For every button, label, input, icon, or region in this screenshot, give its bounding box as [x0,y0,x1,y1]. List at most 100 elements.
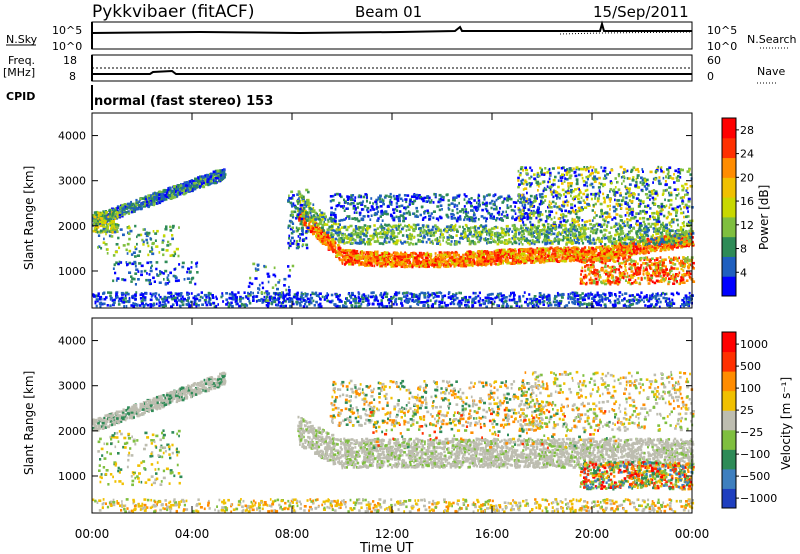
power-cell [630,240,633,243]
power-cell [137,200,141,204]
power-cell [427,294,430,298]
power-cell [188,184,191,188]
power-cell [97,245,101,248]
power-cell [130,275,133,278]
power-cell [461,298,464,302]
power-cell [400,258,403,262]
power-cell [625,304,628,308]
power-cell [190,266,193,269]
power-cell [167,240,170,244]
power-cell [366,259,368,262]
power-cell [558,304,561,307]
power-cell [277,301,281,304]
power-cell [591,227,594,230]
power-cell [114,212,118,216]
power-cell [325,296,328,300]
power-cell [305,222,308,226]
power-cell [586,305,588,308]
power-cell [663,243,667,247]
power-cell [348,262,352,266]
power-cell [113,263,116,266]
power-cell [561,259,564,263]
power-cell [283,295,287,298]
power-cell [202,181,205,185]
power-cell [166,190,169,194]
power-cell [120,210,124,214]
power-cell [331,247,334,251]
power-cell [617,301,620,305]
power-cell [431,264,434,267]
power-cell [635,302,639,305]
power-cell [276,304,279,307]
power-cell [327,243,330,247]
power-cell [583,246,587,249]
power-cell [550,255,553,258]
power-cell [121,203,125,207]
power-cell [642,245,644,248]
power-cell [190,278,193,281]
power-cell [493,262,496,265]
power-cell [433,264,435,268]
power-cell [541,254,544,258]
power-cell [663,237,666,241]
power-cell [604,243,607,246]
power-cell [238,304,242,308]
power-cell [547,296,551,300]
power-cell [321,241,325,245]
power-cell [129,229,133,233]
power-cell [538,292,542,295]
power-cell [150,295,153,298]
power-cell [687,297,690,300]
power-cell [556,291,559,295]
power-cell [404,251,406,255]
nsearch-tick-high: 10^5 [707,24,737,37]
power-cell [373,295,376,299]
power-cell [365,294,367,298]
power-cell [340,258,343,262]
power-cell [489,258,492,261]
power-cell [495,259,499,263]
power-cell [385,256,389,260]
power-cell [466,251,469,255]
power-cell [437,295,440,298]
power-cell [375,256,379,259]
power-cell [601,296,604,299]
power-cell [542,232,546,235]
power-cell [439,256,443,260]
power-cell [215,304,218,308]
power-cell [659,294,663,297]
power-cell [98,212,101,215]
power-cell [186,182,190,185]
power-cell [668,247,671,251]
power-cell [163,295,167,299]
power-cell [283,299,286,302]
power-cell [596,246,599,249]
power-cell [472,291,475,295]
power-cell [417,297,421,300]
power-cell [134,283,137,286]
power-cell [402,295,406,298]
power-cell [586,259,590,262]
power-cell [415,257,418,260]
power-cell [430,304,433,308]
power-cell [166,244,170,247]
power-cell [322,230,325,234]
power-cell [544,250,547,253]
power-cell [584,294,587,297]
power-cell [579,237,583,240]
power-cell [494,296,497,300]
power-cell [454,262,458,266]
power-cell [93,219,96,222]
power-cell [345,261,348,264]
power-cell [406,301,409,304]
power-cell [615,294,617,298]
power-cell [408,260,411,264]
power-cell [339,223,341,226]
power-cell [562,252,565,255]
power-cell [337,297,340,301]
power-cell [135,203,139,207]
power-cell [94,225,98,229]
power-cell [403,255,407,258]
power-cell [221,294,224,297]
power-cell [537,305,540,308]
